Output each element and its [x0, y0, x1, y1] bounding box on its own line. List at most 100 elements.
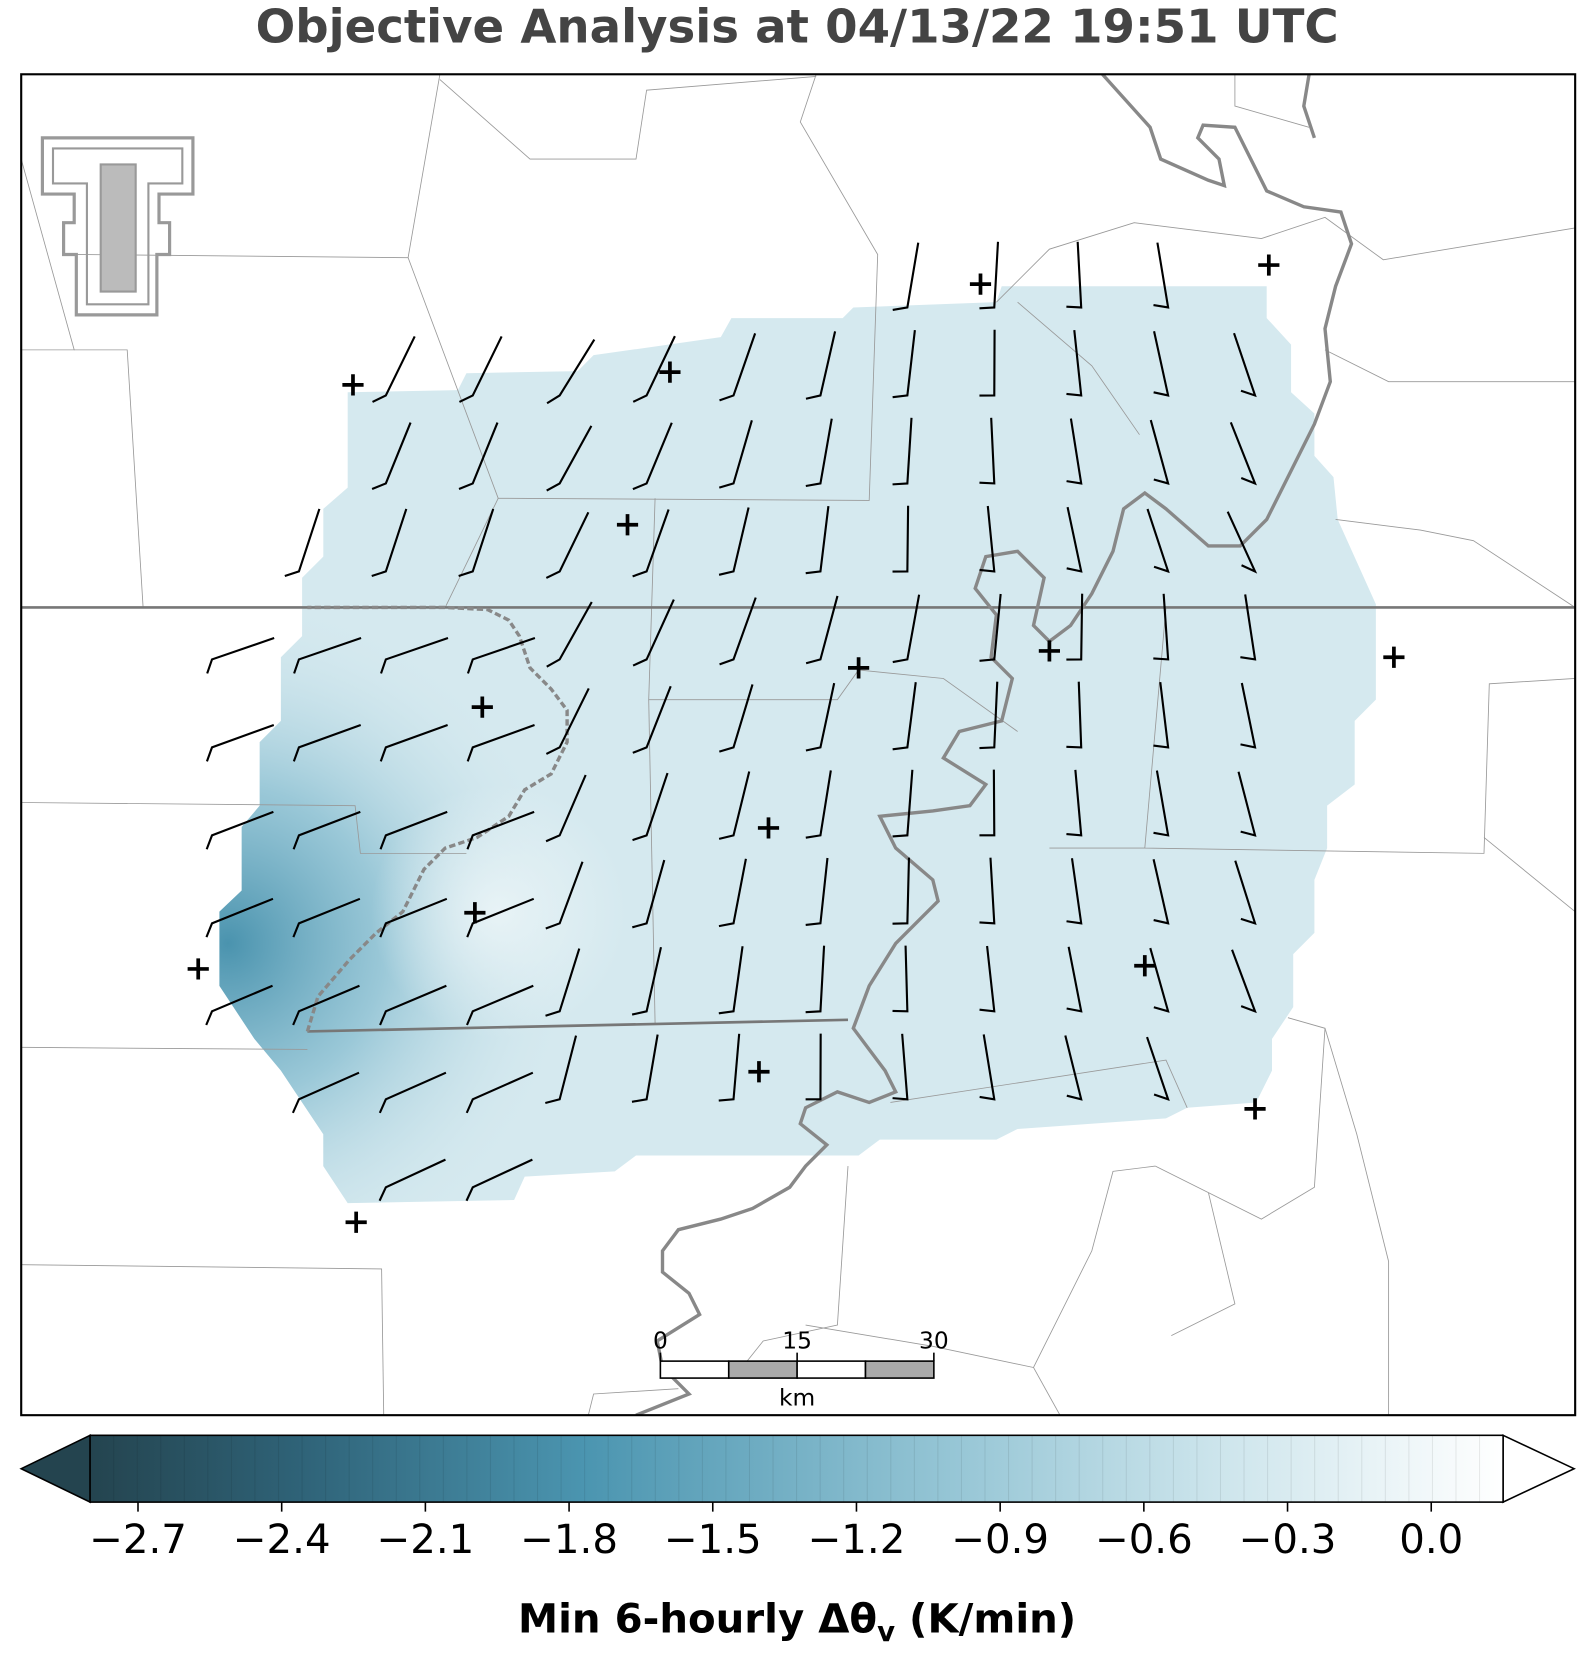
wind-barb — [465, 1158, 533, 1202]
wind-barb — [632, 335, 676, 403]
station — [1258, 254, 1280, 276]
wind-barb — [1066, 681, 1083, 749]
field-shade — [371, 784, 626, 1039]
station — [464, 902, 486, 924]
wind-barb — [1066, 769, 1083, 837]
wind-barb — [205, 984, 273, 1026]
station — [187, 958, 209, 980]
wind-barb — [379, 984, 447, 1026]
wind-barb — [718, 1033, 741, 1102]
wind-barb — [1064, 1035, 1083, 1101]
wind-barb — [632, 509, 670, 578]
wind-barb — [378, 1071, 447, 1114]
label-text: Min 6-hourly Δθ — [518, 1596, 877, 1642]
wind-barb — [371, 422, 412, 491]
scale-tick-label: 0 — [653, 1327, 668, 1354]
scale-segment — [659, 1360, 730, 1379]
wind-barb — [205, 723, 275, 762]
wind-barb — [892, 769, 914, 838]
colorbar-tick-label: −1.2 — [808, 1517, 906, 1563]
wind-barb — [545, 1035, 578, 1105]
wind-barb — [979, 241, 1000, 310]
wind-barb — [205, 810, 274, 850]
wind-barb — [1233, 332, 1257, 398]
wind-barb — [719, 684, 754, 753]
wind-barb — [979, 1034, 996, 1101]
colorbar-label: Min 6-hourly Δθv (K/min) — [518, 1596, 1076, 1647]
wind-barb — [892, 505, 910, 573]
wind-barb — [293, 637, 362, 674]
wind-barb — [892, 330, 916, 399]
wind-barb — [979, 505, 996, 573]
wind-barb — [378, 1158, 446, 1202]
county-lines — [21, 74, 1576, 1416]
station — [757, 817, 780, 839]
station — [616, 514, 639, 536]
wind-barb — [284, 508, 321, 578]
wind-barb — [805, 682, 836, 752]
wind-barb — [805, 331, 837, 400]
wind-barb — [631, 946, 663, 1016]
wind-barb — [1149, 947, 1170, 1013]
wind-barb — [979, 945, 996, 1013]
wind-barb — [718, 771, 751, 840]
wind-barb — [805, 506, 830, 575]
wind-barb — [805, 418, 833, 488]
wind-barb — [545, 861, 584, 930]
wind-barb — [1153, 770, 1170, 837]
wind-barb — [466, 810, 535, 850]
wind-barb — [718, 507, 750, 576]
wind-barb — [291, 1071, 360, 1114]
rivers — [305, 74, 1354, 1416]
wind-barb — [546, 425, 593, 492]
wind-barb — [1153, 682, 1170, 749]
colorbar-tick-label: −2.1 — [376, 1517, 474, 1563]
wind-barb — [979, 417, 996, 485]
colorbar-tick-label: −1.5 — [664, 1517, 762, 1563]
wind-barb — [1153, 331, 1170, 397]
scale-segment — [864, 1360, 935, 1379]
wind-barb — [805, 857, 829, 926]
wind-barb — [1146, 508, 1170, 574]
wind-barb — [1231, 949, 1257, 1014]
station — [659, 361, 681, 383]
wind-barb — [379, 810, 448, 850]
wind-barb — [805, 945, 826, 1014]
scale-tick-label: 30 — [919, 1327, 949, 1354]
wind-barb — [718, 420, 753, 489]
wind-barb — [466, 984, 534, 1026]
label-subscript: v — [877, 1616, 895, 1648]
scale-segment — [727, 1360, 798, 1379]
station — [1383, 646, 1405, 668]
wind-barb — [466, 637, 536, 674]
wind-barb — [292, 723, 362, 762]
wind-barb — [1066, 593, 1084, 661]
wind-barb — [1240, 594, 1257, 661]
station — [342, 374, 364, 396]
wind-barb — [1149, 419, 1170, 485]
wind-barb — [718, 946, 744, 1015]
wind-barb — [458, 422, 499, 491]
wind-barb — [1226, 511, 1258, 574]
stations — [187, 254, 1405, 1233]
wind-barb — [205, 897, 274, 938]
wind-barb — [206, 637, 275, 674]
wind-barb — [719, 333, 757, 402]
wind-barb — [379, 897, 448, 938]
wind-barb — [892, 594, 921, 664]
scale-unit: km — [779, 1385, 815, 1412]
wind-barb — [545, 511, 590, 579]
station — [345, 1211, 367, 1233]
wind-barb — [979, 593, 1002, 662]
wind-barb — [380, 637, 449, 674]
wind-barb — [546, 339, 596, 405]
title: Objective Analysis at 04/13/22 19:51 UTC — [256, 0, 1339, 53]
map-frame — [20, 73, 1577, 1417]
wind-barb — [1234, 860, 1257, 925]
wind-barb — [892, 242, 920, 311]
colorbar-tick-label: −0.6 — [1095, 1517, 1193, 1563]
wind-barb — [632, 859, 666, 929]
colorbar-tick-label: −2.4 — [233, 1517, 331, 1563]
wind-barb — [545, 687, 590, 755]
